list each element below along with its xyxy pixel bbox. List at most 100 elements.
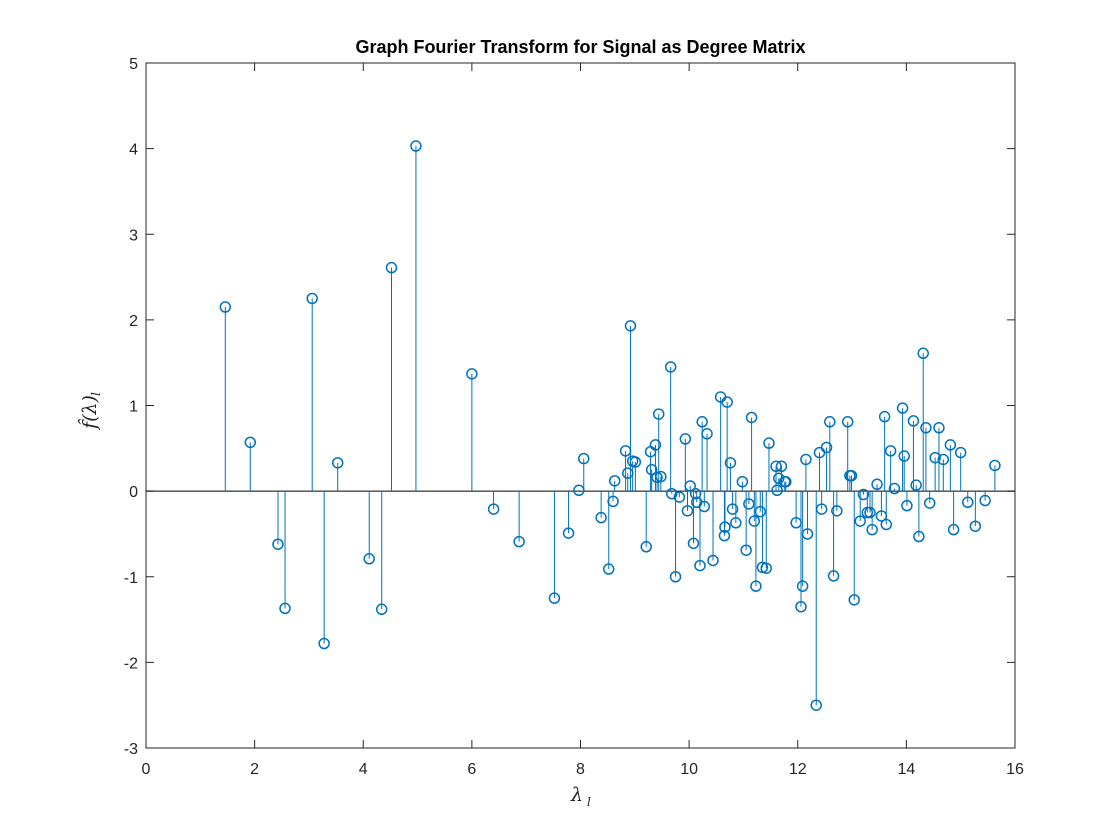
stem-marker [608,475,621,487]
stem-marker [595,511,607,524]
stem-marker [917,347,929,360]
chart-title: Graph Fourier Transform for Signal as De… [355,37,805,57]
stem-marker [896,402,909,414]
stem-marker [969,520,982,532]
stem-marker [681,505,694,517]
stem-marker [664,361,677,373]
stem-marker [513,535,525,548]
y-axis-label-subscript: l [89,392,103,396]
x-tick-label: 16 [1006,761,1024,778]
stem-marker [884,445,897,457]
stem-marker [954,446,967,459]
stem-marker [244,436,257,449]
stem-marker [629,456,642,468]
stem-marker [279,602,291,615]
stem-marker [754,505,767,518]
stem-marker [652,408,665,420]
y-tick-label: -1 [124,570,138,587]
y-tick-label: 2 [129,313,138,330]
x-tick-label: 12 [789,761,807,778]
stem-marker [696,416,708,428]
x-axis-label-text: λ [570,784,583,806]
stem-marker [933,422,945,434]
stem-marker [466,368,478,380]
stem-marker [684,480,696,492]
stem-marker [845,469,858,482]
stem-marker [487,503,500,515]
stem-marker [763,437,775,449]
y-tick-label: 3 [129,227,138,244]
y-tick-label: -3 [124,741,138,758]
stem-marker [649,439,662,451]
stem-marker [831,505,843,517]
stem-marker [698,500,711,513]
stem-marker [772,472,785,485]
stem-marker [363,553,375,565]
stem-marker [871,478,883,491]
stem-marker [602,563,615,575]
stem-marker [410,140,422,152]
stem-marker [810,699,822,711]
stem-marker [888,482,901,495]
stem-marker [866,523,878,536]
stem-marker [736,475,749,488]
stem-marker [854,515,866,527]
stem-marker [687,537,700,550]
stem-marker [219,301,232,313]
x-tick-label: 2 [250,761,259,778]
x-axis-label-subscript: l [587,795,591,809]
stem-marker [673,491,686,503]
x-tick-label: 10 [680,761,698,778]
y-axis-label-text: f̂(λ) [78,395,101,431]
stem-marker [937,453,950,466]
stem-marker [718,529,731,542]
stem-series [219,140,1001,711]
stem-marker [800,453,812,466]
y-tick-label: 0 [129,484,138,501]
y-axis-label: f̂(λ) l [78,392,103,431]
stem-marker [578,452,590,465]
stem-marker [306,292,318,305]
stem-marker [748,515,761,527]
y-tick-label: -2 [124,655,138,672]
stem-marker [923,497,936,509]
plot-area [145,62,1016,749]
stem-marker [724,457,737,469]
stem-marker [694,559,706,572]
stem-marker [689,487,702,500]
stem-marker [775,460,788,473]
stem-marker [745,411,758,424]
stem-marker [750,580,762,592]
stem-marker [907,415,920,427]
stem-marker [979,494,991,507]
stem-marker [726,503,739,515]
stem-marker [913,530,925,543]
stem-marker [857,488,870,501]
stem-marker [624,320,637,332]
stem-marker [645,463,658,476]
stem-marker [730,517,742,529]
x-axis-label: λ l [570,784,591,809]
y-tick-label: 5 [129,56,138,73]
stem-marker [815,503,828,515]
stem-marker [901,499,913,512]
stem-marker [679,433,692,445]
stem-marker [655,470,667,483]
stem-marker [796,580,809,592]
stem-marker [318,637,330,650]
stem-marker [961,496,974,509]
stem-marker [944,439,957,451]
stem-marker [848,594,860,606]
stem-marker [669,571,682,583]
stem-marker [910,479,922,491]
stem-marker [331,457,344,469]
stem-marker [607,495,619,508]
y-tick-label: 1 [129,399,138,416]
stem-marker [820,441,833,454]
stem-marker [721,396,733,408]
stem-marker [272,538,284,550]
stem-marker [801,528,814,540]
stem-marker [740,544,752,556]
stem-marker [864,506,876,519]
